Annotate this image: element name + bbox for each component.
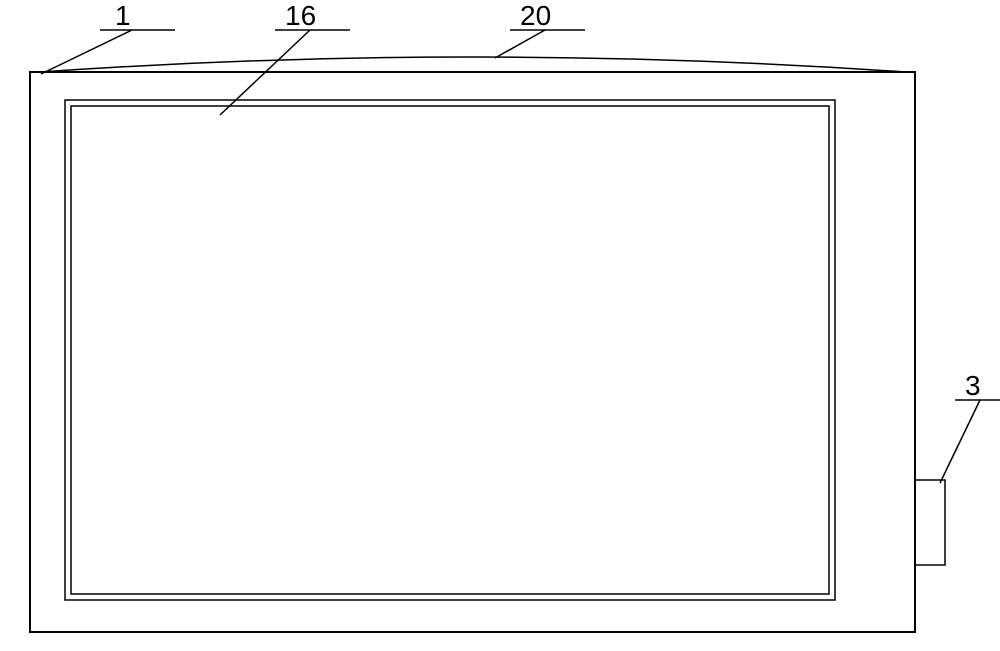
callout-label: 3 (965, 370, 981, 401)
callout-label: 20 (520, 0, 551, 31)
callout-label: 16 (285, 0, 316, 31)
callout-label: 1 (115, 0, 131, 31)
technical-diagram: 1 16 20 3 (0, 0, 1000, 651)
